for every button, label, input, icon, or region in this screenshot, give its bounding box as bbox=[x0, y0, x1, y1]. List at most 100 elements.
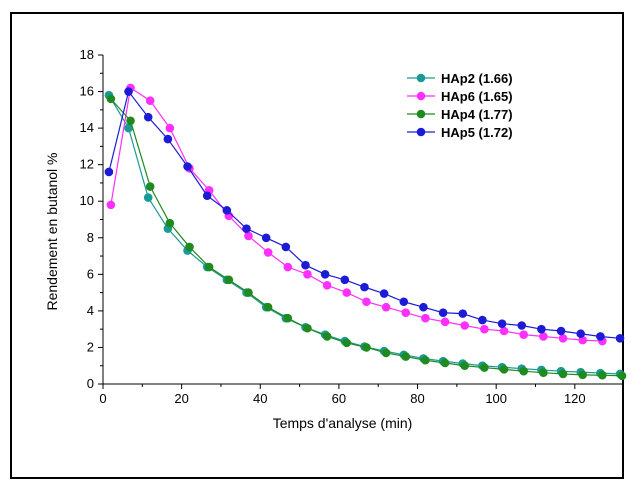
data-point bbox=[362, 297, 371, 307]
data-point bbox=[558, 334, 568, 343]
data-point bbox=[222, 206, 232, 215]
data-point bbox=[440, 317, 450, 327]
data-point bbox=[421, 313, 430, 323]
legend-item: HAp4 (1.77) bbox=[407, 107, 513, 122]
legend-label: HAp2 (1.66) bbox=[441, 71, 513, 86]
x-tick-label: 0 bbox=[99, 391, 106, 406]
data-point bbox=[145, 182, 155, 191]
data-point bbox=[401, 308, 411, 318]
chart-frame bbox=[10, 12, 624, 479]
data-point bbox=[185, 242, 194, 252]
series-line bbox=[110, 86, 603, 342]
y-tick-label: 18 bbox=[80, 47, 94, 62]
series-2 bbox=[106, 83, 607, 346]
x-axis-ticks: 0 20 40 60 80 100 120 bbox=[99, 384, 586, 406]
data-point bbox=[204, 262, 214, 272]
data-point bbox=[499, 365, 509, 374]
data-point bbox=[281, 242, 291, 252]
data-point bbox=[578, 370, 587, 380]
data-point bbox=[263, 302, 273, 312]
data-point bbox=[519, 366, 529, 376]
data-point bbox=[322, 281, 332, 290]
data-point bbox=[143, 112, 153, 122]
y-axis-ticks: 0 2 4 6 8 10 12 14 16 18 bbox=[80, 47, 103, 391]
data-point bbox=[499, 326, 509, 336]
data-point bbox=[242, 224, 251, 233]
data-point bbox=[421, 355, 430, 365]
legend-label: HAp5 (1.72) bbox=[441, 125, 513, 140]
data-point bbox=[124, 123, 133, 133]
data-point bbox=[320, 270, 330, 279]
data-point bbox=[183, 162, 192, 171]
data-point bbox=[224, 275, 234, 285]
data-point bbox=[617, 371, 627, 381]
x-tick-label: 60 bbox=[332, 391, 346, 406]
data-point bbox=[106, 200, 116, 210]
data-point bbox=[163, 134, 173, 144]
legend-item: HAp2 (1.66) bbox=[407, 71, 513, 86]
y-tick-label: 16 bbox=[80, 84, 94, 99]
x-axis-title: Temps d'analyse (min) bbox=[273, 415, 413, 431]
data-point bbox=[381, 302, 391, 312]
data-point bbox=[263, 248, 273, 257]
data-point bbox=[458, 309, 468, 318]
data-point bbox=[322, 332, 332, 341]
data-point bbox=[480, 324, 489, 334]
data-point bbox=[517, 321, 527, 330]
legend-item: HAp5 (1.72) bbox=[407, 125, 513, 140]
data-point bbox=[165, 123, 175, 133]
data-point bbox=[438, 308, 448, 318]
legend-marker bbox=[416, 127, 426, 137]
data-point bbox=[244, 231, 253, 241]
data-point bbox=[261, 233, 271, 243]
data-point bbox=[301, 260, 310, 270]
data-point bbox=[283, 262, 293, 272]
data-point bbox=[478, 315, 487, 325]
legend: HAp2 (1.66) HAp6 (1.65) HAp4 (1.77) HAp5 (1… bbox=[407, 71, 513, 140]
data-point bbox=[342, 338, 352, 348]
data-point bbox=[460, 361, 470, 371]
data-point bbox=[558, 369, 568, 379]
series-layer bbox=[104, 83, 627, 381]
x-tick-label: 100 bbox=[485, 391, 507, 406]
data-point bbox=[340, 275, 350, 285]
legend-label: HAp4 (1.77) bbox=[441, 107, 513, 122]
y-tick-label: 8 bbox=[87, 230, 94, 245]
data-point bbox=[342, 288, 352, 297]
data-point bbox=[399, 297, 409, 307]
data-point bbox=[537, 324, 546, 334]
data-point bbox=[556, 326, 566, 336]
data-point bbox=[401, 352, 411, 361]
x-tick-label: 80 bbox=[410, 391, 424, 406]
data-point bbox=[539, 368, 548, 377]
data-point bbox=[124, 87, 133, 96]
data-point bbox=[460, 321, 470, 330]
data-point bbox=[576, 329, 586, 339]
legend-marker bbox=[416, 109, 426, 119]
data-point bbox=[360, 282, 369, 292]
data-point bbox=[379, 289, 389, 298]
y-tick-label: 4 bbox=[87, 303, 94, 318]
legend-item: HAp6 (1.65) bbox=[407, 89, 513, 104]
data-point bbox=[303, 270, 312, 279]
y-tick-label: 10 bbox=[80, 193, 94, 208]
data-point bbox=[497, 319, 507, 328]
data-point bbox=[362, 343, 371, 352]
data-point bbox=[519, 330, 529, 339]
x-tick-label: 40 bbox=[253, 391, 267, 406]
series-3 bbox=[106, 94, 627, 381]
data-point bbox=[303, 323, 312, 333]
data-point bbox=[615, 334, 625, 343]
series-4 bbox=[104, 87, 625, 343]
y-tick-label: 0 bbox=[87, 376, 94, 391]
data-point bbox=[126, 116, 135, 126]
data-point bbox=[283, 313, 293, 323]
x-tick-label: 120 bbox=[564, 391, 586, 406]
legend-marker bbox=[416, 91, 426, 101]
data-point bbox=[104, 167, 114, 177]
data-point bbox=[202, 191, 212, 201]
data-point bbox=[419, 302, 428, 312]
data-point bbox=[596, 332, 605, 341]
data-point bbox=[143, 193, 153, 202]
